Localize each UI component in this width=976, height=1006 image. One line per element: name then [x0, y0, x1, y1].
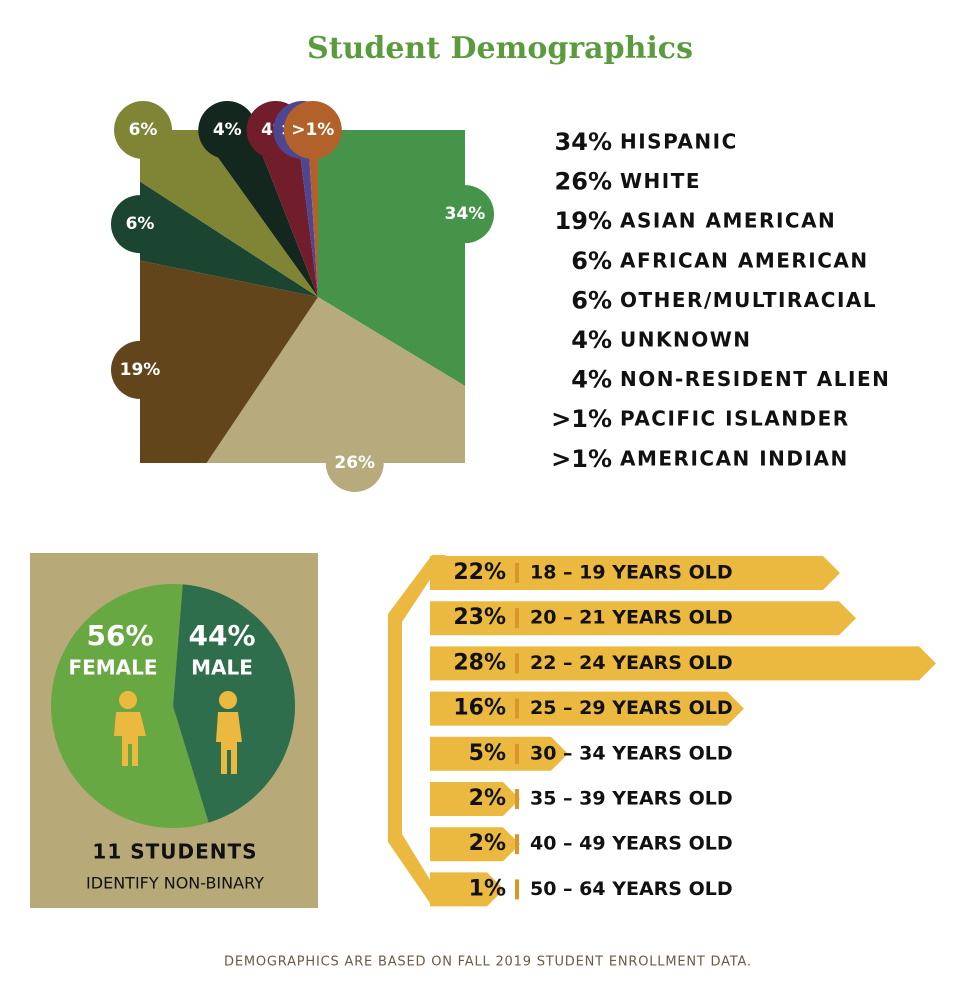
label-bubble — [198, 101, 257, 159]
bar — [430, 736, 568, 771]
divider — [515, 608, 519, 629]
divider — [515, 743, 519, 764]
pie-wedge — [198, 130, 318, 297]
legend-label: NON-RESIDENT ALIEN — [620, 367, 890, 391]
bar — [430, 827, 520, 862]
legend-label: OTHER/MULTIRACIAL — [620, 288, 877, 312]
legend-label: PACIFIC ISLANDER — [620, 407, 850, 431]
label-bubble — [111, 340, 169, 399]
bar — [430, 601, 856, 636]
legend-value: >1% — [551, 405, 612, 433]
divider — [515, 563, 519, 583]
annotation: IDENTIFY NON-BINARY — [86, 874, 264, 893]
pie-label: 6% — [129, 120, 158, 140]
bar-value: 23% — [453, 605, 506, 630]
pie-wedge — [297, 130, 318, 297]
label-bubble — [436, 185, 494, 244]
legend-value: 4% — [571, 326, 612, 354]
title: Student Demographics — [307, 31, 693, 66]
age-bracket — [388, 555, 446, 906]
pie-wedge — [140, 260, 318, 463]
gender-value: 56% — [86, 619, 153, 652]
divider — [515, 789, 519, 809]
person-icons — [114, 691, 242, 774]
bar-value: 28% — [453, 650, 506, 675]
legend-label: ASIAN AMERICAN — [620, 209, 836, 233]
bar — [430, 556, 840, 590]
bar — [430, 646, 936, 681]
pie-wedge — [318, 130, 465, 386]
pie-wedge — [206, 297, 465, 463]
divider — [515, 698, 519, 719]
legend-value: 34% — [555, 128, 612, 156]
bar — [430, 691, 744, 726]
pie-label: 34% — [445, 204, 486, 224]
legend-label: HISPANIC — [620, 130, 738, 154]
gender-value: 44% — [188, 619, 255, 652]
ethnicity-pie — [140, 130, 465, 463]
pie-label: 26% — [334, 453, 375, 473]
divider — [515, 879, 519, 900]
legend-label: AMERICAN INDIAN — [620, 446, 849, 470]
legend-value: 6% — [571, 247, 612, 275]
bar-value: 22% — [453, 560, 506, 585]
label-bubble — [111, 195, 169, 254]
bar-label: 50 – 64 YEARS OLD — [530, 878, 733, 900]
bar-value: 5% — [469, 741, 506, 766]
bar-value: 2% — [469, 786, 506, 811]
label-bubble — [114, 101, 173, 159]
legend-value: 6% — [571, 286, 612, 314]
bar-value: 16% — [453, 696, 506, 721]
pie-label: 4% — [213, 120, 242, 140]
bar-label: 22 – 24 YEARS OLD — [530, 652, 733, 674]
divider — [515, 653, 519, 674]
bar-value: 1% — [469, 876, 506, 901]
pie-label: 6% — [126, 214, 155, 234]
gender-label: FEMALE — [68, 656, 157, 680]
legend-value: 26% — [555, 168, 612, 196]
bar-value: 2% — [469, 831, 506, 856]
legend-value: 19% — [555, 207, 612, 235]
pie-label: >1% — [291, 120, 334, 140]
bar-label: 18 – 19 YEARS OLD — [530, 562, 733, 584]
pie-wedge — [307, 130, 318, 297]
divider — [515, 834, 519, 855]
footnote: DEMOGRAPHICS ARE BASED ON FALL 2019 STUD… — [224, 955, 752, 970]
legend-label: WHITE — [620, 169, 701, 193]
bar-label: 40 – 49 YEARS OLD — [530, 833, 733, 855]
bar-label: 20 – 21 YEARS OLD — [530, 607, 733, 629]
gender-label: MALE — [191, 656, 253, 680]
annotation: 11 STUDENTS — [92, 840, 257, 864]
label-bubble — [283, 101, 342, 159]
legend-value: >1% — [551, 445, 612, 473]
bar — [430, 782, 520, 816]
pie-wedge — [252, 130, 318, 297]
legend-label: UNKNOWN — [620, 328, 752, 352]
bar-label: 35 – 39 YEARS OLD — [530, 788, 733, 810]
bar-label: 25 – 29 YEARS OLD — [530, 697, 733, 719]
bar-label: 30 – 34 YEARS OLD — [530, 742, 733, 764]
pie-label: 19% — [120, 360, 161, 380]
pie-wedge — [140, 130, 318, 297]
legend-value: 4% — [571, 366, 612, 394]
legend-label: AFRICAN AMERICAN — [620, 248, 869, 272]
bar — [430, 872, 504, 907]
label-bubble — [325, 434, 384, 492]
